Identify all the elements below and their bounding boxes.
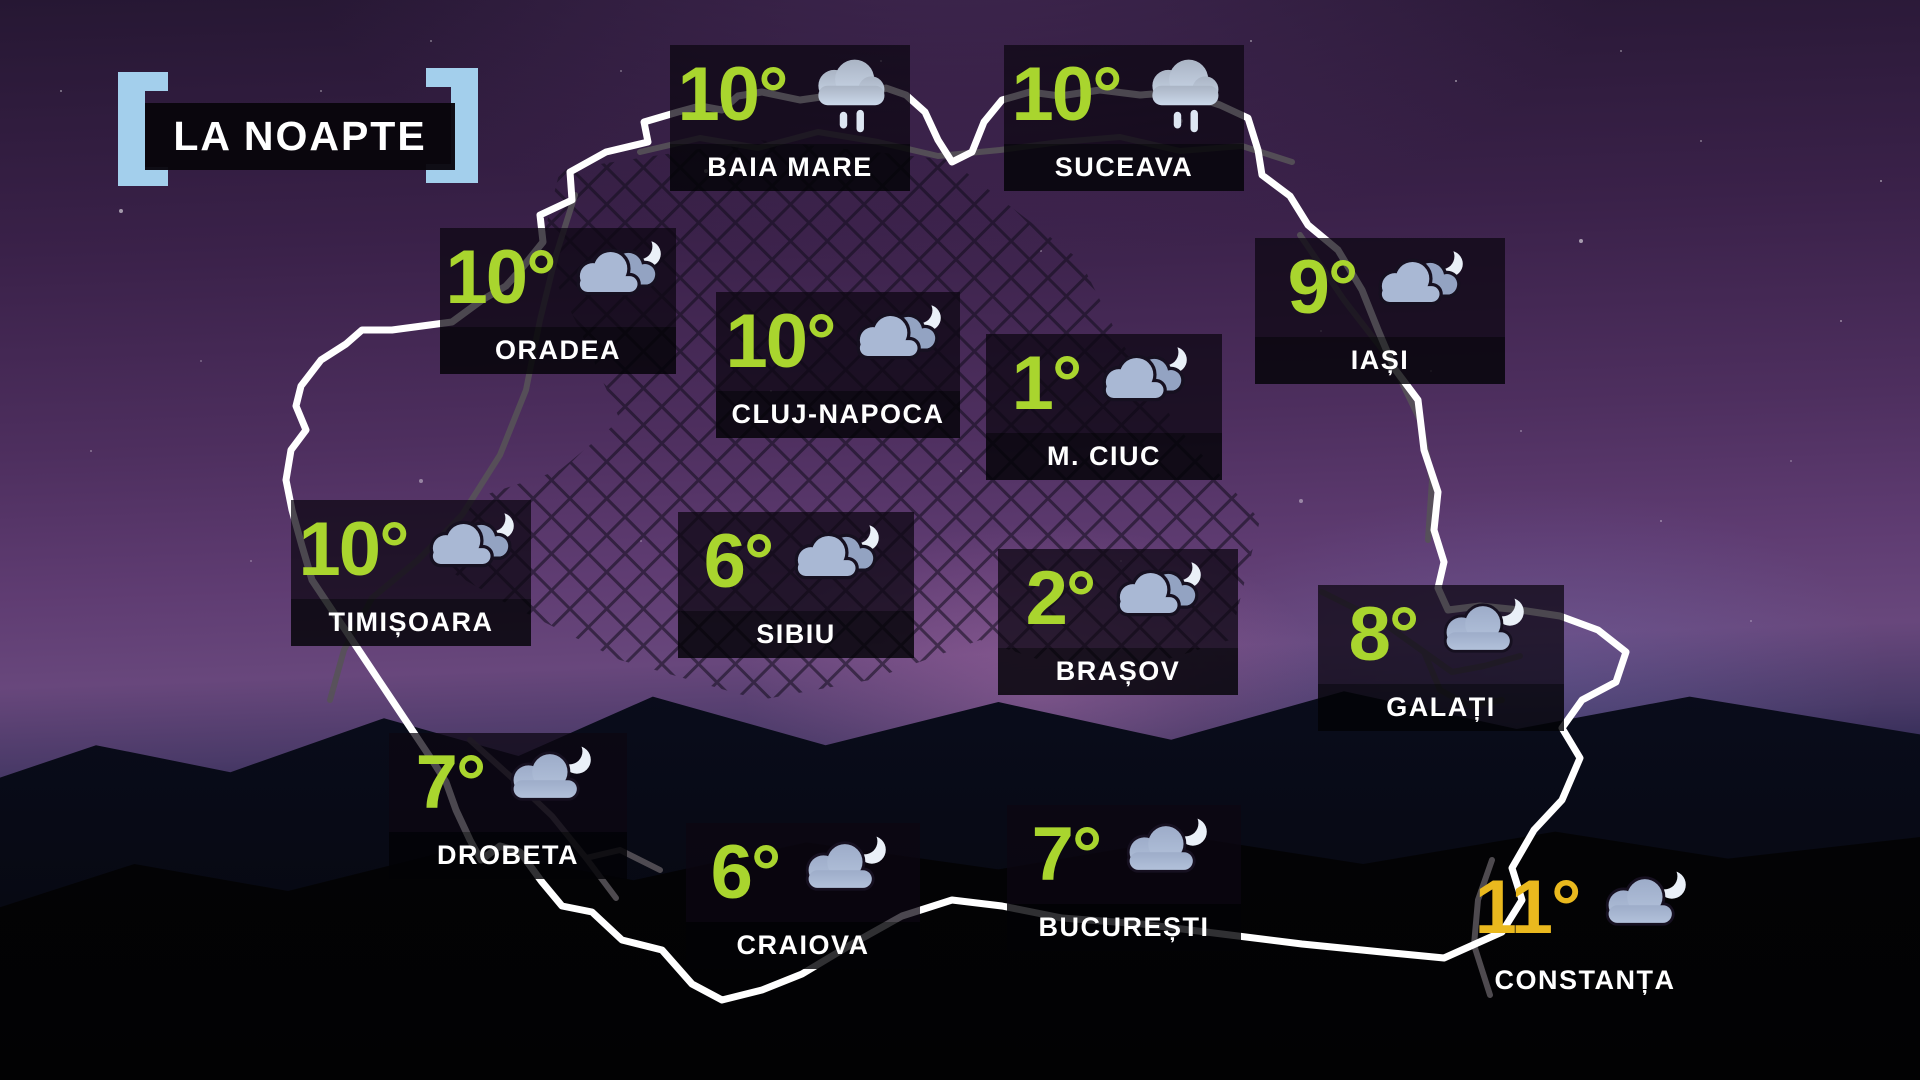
temperature-value: 9° <box>1287 244 1359 330</box>
city-name: BUCUREȘTI <box>1007 904 1241 951</box>
title-bracket-left-icon <box>118 72 168 186</box>
card-top: 8° <box>1318 585 1564 684</box>
city-weather-card: 10° BAIA MARE <box>670 45 910 191</box>
temperature-value: 6° <box>710 829 782 915</box>
clouds-moon-icon <box>1368 248 1472 328</box>
city-weather-card: 10° ORADEA <box>440 228 676 374</box>
temperature-value: 8° <box>1348 591 1420 677</box>
city-name: IAȘI <box>1255 337 1505 384</box>
clouds-moon-icon <box>419 510 523 590</box>
screen-title: LA NOAPTE <box>118 60 498 192</box>
clouds-moon-icon <box>784 522 888 602</box>
clouds-moon-icon <box>566 238 670 318</box>
city-weather-card: 9° IAȘI <box>1255 238 1505 384</box>
temperature-value: 11° <box>1474 864 1582 950</box>
city-name: SUCEAVA <box>1004 144 1244 191</box>
cloud-moon-icon <box>791 833 895 913</box>
city-name: DROBETA <box>389 832 627 879</box>
card-top: 7° <box>389 733 627 832</box>
city-name: M. CIUC <box>986 433 1222 480</box>
temperature-value: 7° <box>415 739 487 825</box>
city-name: CRAIOVA <box>686 922 920 969</box>
city-weather-card: 6° CRAIOVA <box>686 823 920 969</box>
card-top: 10° <box>291 500 531 599</box>
city-name: CONSTANȚA <box>1494 965 1676 995</box>
card-top: 7° <box>1007 805 1241 904</box>
temperature-value: 10° <box>725 298 837 384</box>
temperature-value: 10° <box>445 234 557 320</box>
cloud-moon-icon <box>1591 868 1695 948</box>
cloud-moon-icon <box>1429 595 1533 675</box>
card-top: 6° <box>686 823 920 922</box>
card-top: 10° <box>440 228 676 327</box>
city-weather-card: 7° BUCUREȘTI <box>1007 805 1241 951</box>
temperature-value: 10° <box>677 51 789 137</box>
clouds-moon-icon <box>846 302 950 382</box>
city-weather-card: 1° M. CIUC <box>986 334 1222 480</box>
city-weather-card: 10° TIMIȘOARA <box>291 500 531 646</box>
city-weather-card: 6° SIBIU <box>678 512 914 658</box>
title-box: LA NOAPTE <box>145 103 455 170</box>
temperature-value: 6° <box>703 518 775 604</box>
card-top: 10° <box>1004 45 1244 144</box>
city-weather-card: 10° CLUJ-NAPOCA <box>716 292 960 438</box>
temperature-value: 10° <box>1011 51 1123 137</box>
card-top: 11° <box>1455 858 1715 957</box>
page-title: LA NOAPTE <box>173 113 427 159</box>
city-name: ORADEA <box>440 327 676 374</box>
cloud-moon-icon <box>496 743 600 823</box>
temperature-value: 10° <box>298 506 410 592</box>
city-name: SIBIU <box>678 611 914 658</box>
rain-cloud-icon <box>798 55 902 135</box>
city-name: BRAȘOV <box>998 648 1238 695</box>
title-bracket-right-icon <box>426 68 478 183</box>
clouds-moon-icon <box>1092 344 1196 424</box>
card-top: 1° <box>986 334 1222 433</box>
card-top: 10° <box>670 45 910 144</box>
city-name: BAIA MARE <box>670 144 910 191</box>
temperature-value: 2° <box>1025 555 1097 641</box>
temperature-value: 1° <box>1011 340 1083 426</box>
temperature-value: 7° <box>1031 811 1103 897</box>
city-name: TIMIȘOARA <box>291 599 531 646</box>
clouds-moon-icon <box>1106 559 1210 639</box>
city-weather-card: 2° BRAȘOV <box>998 549 1238 695</box>
city-name: CLUJ-NAPOCA <box>716 391 960 438</box>
city-weather-card: 8° GALAȚI <box>1318 585 1564 731</box>
card-top: 9° <box>1255 238 1505 337</box>
card-top: 6° <box>678 512 914 611</box>
card-top: 2° <box>998 549 1238 648</box>
city-weather-card: 7° DROBETA <box>389 733 627 879</box>
cloud-moon-icon <box>1112 815 1216 895</box>
rain-cloud-icon <box>1132 55 1236 135</box>
city-weather-card: 11° CONSTANȚA <box>1455 858 1715 1004</box>
city-name: GALAȚI <box>1318 684 1564 731</box>
city-weather-card: 10° SUCEAVA <box>1004 45 1244 191</box>
card-top: 10° <box>716 292 960 391</box>
